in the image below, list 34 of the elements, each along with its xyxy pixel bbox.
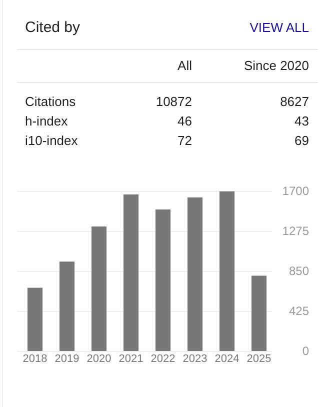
bar [155,209,171,351]
text: 8627 [280,94,309,109]
x-tick-label: 2018 [22,353,48,365]
x-tick-label: 2022 [150,353,176,365]
bar [27,288,43,351]
bar [123,194,139,351]
text: VIEW ALL [250,20,309,35]
text: 69 [294,133,309,148]
text: h-index [25,114,68,128]
y-tick-label: 0 [302,344,310,358]
x-tick-label: 2023 [182,353,208,365]
x-tick-label: 2019 [54,353,80,365]
text: Cited by [25,19,81,36]
bar [91,226,107,351]
text: All [178,58,192,73]
bar [251,276,267,351]
bar [219,191,235,351]
y-tick-label: 1275 [282,224,310,238]
text: Citations [25,94,76,109]
y-tick-label: 850 [288,264,310,278]
x-tick-label: 2024 [214,353,240,365]
text: 10872 [156,94,192,109]
bar [59,262,75,351]
bar [187,197,203,351]
x-tick-label: 2021 [118,353,144,365]
text: Since 2020 [244,58,309,73]
x-tick-label: 2020 [86,353,112,365]
y-tick-label: 1700 [282,184,310,198]
text: 43 [294,114,309,128]
text: 72 [178,133,192,148]
x-tick-label: 2025 [246,353,272,365]
text: i10-index [25,133,78,148]
y-tick-label: 425 [288,304,310,318]
text: 46 [178,114,192,128]
